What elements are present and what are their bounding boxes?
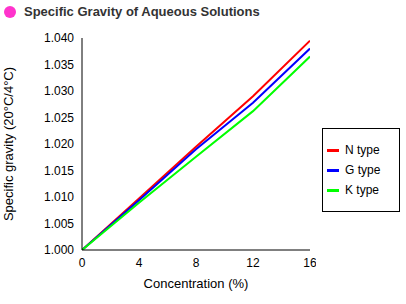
svg-text:12: 12 bbox=[246, 256, 260, 270]
svg-text:1.035: 1.035 bbox=[44, 58, 74, 72]
svg-text:0: 0 bbox=[79, 256, 86, 270]
svg-text:1.000: 1.000 bbox=[44, 243, 74, 257]
html-text:N type: N type bbox=[345, 143, 380, 157]
html-text:K type: K type bbox=[345, 183, 379, 197]
svg-text:1.025: 1.025 bbox=[44, 111, 74, 125]
svg-text:Concentration (%): Concentration (%) bbox=[144, 276, 249, 291]
svg-text:1.030: 1.030 bbox=[44, 84, 74, 98]
svg-text:16: 16 bbox=[303, 256, 316, 270]
svg-text:1.010: 1.010 bbox=[44, 190, 74, 204]
svg-text:Specific gravity (20°C/4°C): Specific gravity (20°C/4°C) bbox=[8, 67, 16, 221]
svg-text:1.020: 1.020 bbox=[44, 137, 74, 151]
svg-text:8: 8 bbox=[193, 256, 200, 270]
svg-text:4: 4 bbox=[136, 256, 143, 270]
svg-text:1.015: 1.015 bbox=[44, 164, 74, 178]
html-text:Specific Gravity of Aqueous So: Specific Gravity of Aqueous Solutions bbox=[24, 4, 260, 19]
html-text:G type: G type bbox=[345, 163, 381, 177]
svg-text:1.005: 1.005 bbox=[44, 217, 74, 231]
svg-text:1.040: 1.040 bbox=[44, 31, 74, 45]
